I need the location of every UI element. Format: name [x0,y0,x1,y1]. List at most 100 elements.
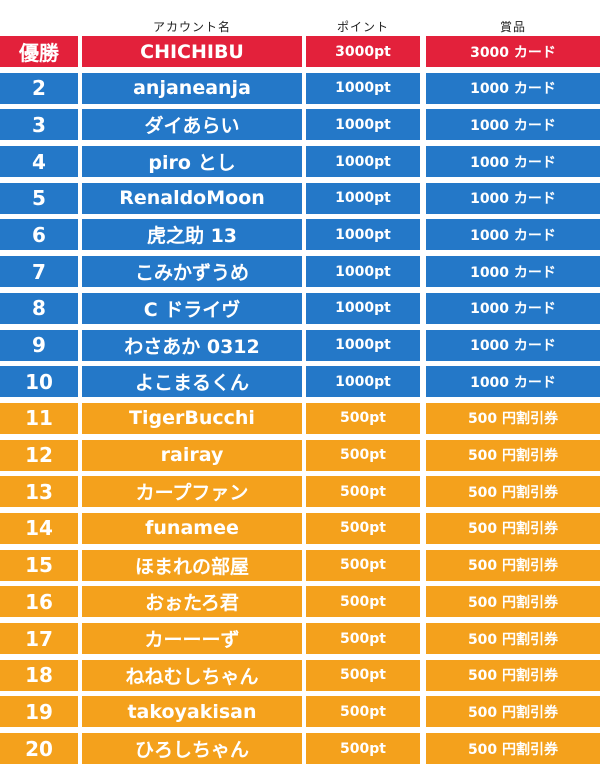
account-name-cell: CHICHIBU [82,36,302,67]
rank-cell: 13 [0,476,78,508]
account-name-cell: funamee [82,512,302,544]
prize-cell: 1000 カード [426,109,600,141]
table-row: 14 funamee 500pt 500 円割引券 [0,512,600,550]
account-name-cell: ダイあらい [82,109,302,141]
points-cell: 500pt [306,586,420,618]
prize-cell: 1000 カード [426,366,600,398]
points-cell: 1000pt [306,366,420,398]
points-cell: 500pt [306,623,420,654]
account-name-cell: ねねむしちゃん [82,659,302,691]
points-cell: 1000pt [306,329,420,361]
prize-cell: 500 円割引券 [426,659,600,691]
points-cell: 1000pt [306,146,420,178]
rank-cell: 18 [0,659,78,691]
account-name-cell: こみかずうめ [82,256,302,288]
table-row: 4 piro とし 1000pt 1000 カード [0,146,600,183]
table-row: 15 ほまれの部屋 500pt 500 円割引券 [0,549,600,587]
rank-cell: 8 [0,292,78,324]
rank-cell: 20 [0,733,78,765]
points-cell: 500pt [306,402,420,434]
points-cell: 1000pt [306,182,420,214]
points-cell: 1000pt [306,109,420,141]
prize-cell: 500 円割引券 [426,586,600,618]
table-row: 10 よこまるくん 1000pt 1000 カード [0,366,600,403]
table-row: 5 RenaldoMoon 1000pt 1000 カード [0,182,600,220]
table-row: 16 おぉたろ君 500pt 500 円割引券 [0,586,600,623]
rank-cell: 優勝 [0,36,78,67]
points-cell: 500pt [306,659,420,691]
rank-cell: 19 [0,696,78,728]
table-row: 3 ダイあらい 1000pt 1000 カード [0,109,600,146]
points-cell: 500pt [306,549,420,581]
column-header-points: ポイント [336,20,389,34]
points-cell: 1000pt [306,72,420,104]
prize-cell: 500 円割引券 [426,476,600,508]
account-name-cell: おぉたろ君 [82,586,302,618]
rank-cell: 4 [0,146,78,178]
prize-cell: 1000 カード [426,182,600,214]
points-cell: 1000pt [306,256,420,288]
rank-cell: 17 [0,623,78,654]
account-name-cell: rairay [82,439,302,471]
points-cell: 500pt [306,733,420,765]
prize-cell: 500 円割引券 [426,696,600,728]
prize-cell: 500 円割引券 [426,512,600,544]
table-row: 17 カーーーず 500pt 500 円割引券 [0,623,600,660]
rank-cell: 6 [0,219,78,251]
table-row: 7 こみかずうめ 1000pt 1000 カード [0,256,600,293]
table-row: 6 虎之助 13 1000pt 1000 カード [0,219,600,256]
table-row: 優勝 CHICHIBU 3000pt 3000 カード [0,36,600,73]
rank-cell: 9 [0,329,78,361]
prize-cell: 1000 カード [426,292,600,324]
prize-cell: 500 円割引券 [426,439,600,471]
table-row: 9 わさあか 0312 1000pt 1000 カード [0,329,600,367]
column-header-account-name: アカウント名 [152,20,231,34]
rank-cell: 5 [0,182,78,214]
points-cell: 500pt [306,696,420,728]
points-cell: 3000pt [306,36,420,67]
account-name-cell: よこまるくん [82,366,302,398]
rank-cell: 10 [0,366,78,398]
account-name-cell: piro とし [82,146,302,178]
rank-cell: 3 [0,109,78,141]
prize-cell: 1000 カード [426,219,600,251]
account-name-cell: カープファン [82,476,302,508]
rank-cell: 7 [0,256,78,288]
column-header-prize: 賞品 [499,20,526,34]
points-cell: 1000pt [306,219,420,251]
account-name-cell: TigerBucchi [82,402,302,434]
account-name-cell: ほまれの部屋 [82,549,302,581]
table-row: 12 rairay 500pt 500 円割引券 [0,439,600,477]
table-row: 18 ねねむしちゃん 500pt 500 円割引券 [0,659,600,697]
rank-cell: 15 [0,549,78,581]
table-row: 19 takoyakisan 500pt 500 円割引券 [0,696,600,733]
prize-cell: 1000 カード [426,146,600,178]
account-name-cell: ひろしちゃん [82,733,302,765]
account-name-cell: takoyakisan [82,696,302,728]
points-cell: 1000pt [306,292,420,324]
account-name-cell: カーーーず [82,623,302,654]
account-name-cell: anjaneanja [82,72,302,104]
rank-cell: 14 [0,512,78,544]
rank-cell: 12 [0,439,78,471]
table-row: 20 ひろしちゃん 500pt 500 円割引券 [0,733,600,770]
prize-cell: 1000 カード [426,72,600,104]
prize-cell: 500 円割引券 [426,733,600,765]
rank-cell: 11 [0,402,78,434]
prize-cell: 500 円割引券 [426,402,600,434]
rank-cell: 2 [0,72,78,104]
prize-cell: 500 円割引券 [426,549,600,581]
account-name-cell: 虎之助 13 [82,219,302,251]
prize-cell: 500 円割引券 [426,623,600,654]
points-cell: 500pt [306,439,420,471]
prize-cell: 3000 カード [426,36,600,67]
table-row: 2 anjaneanja 1000pt 1000 カード [0,72,600,110]
table-row: 13 カープファン 500pt 500 円割引券 [0,476,600,513]
account-name-cell: わさあか 0312 [82,329,302,361]
points-cell: 500pt [306,476,420,508]
ranking-table: 優勝 CHICHIBU 3000pt 3000 カード 2 anjaneanja 1000p… [0,36,600,770]
account-name-cell: C ドライヴ [82,292,302,324]
prize-cell: 1000 カード [426,256,600,288]
prize-cell: 1000 カード [426,329,600,361]
